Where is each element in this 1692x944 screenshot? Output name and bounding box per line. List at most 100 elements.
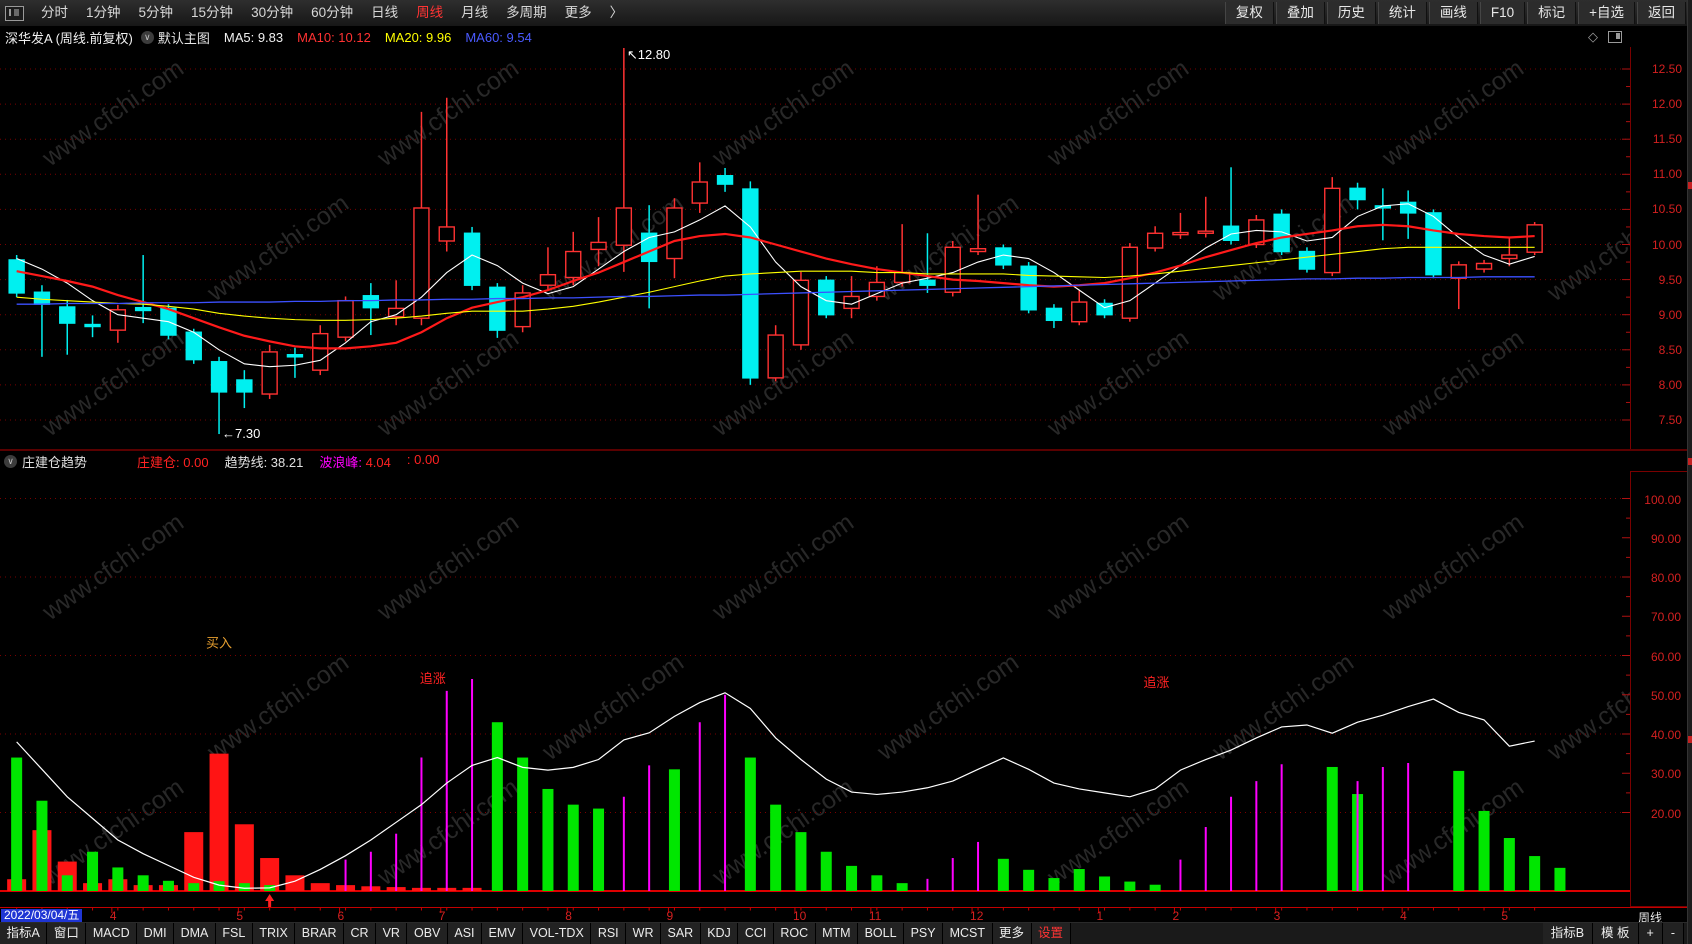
indicator-value-label: 波浪峰:	[319, 454, 366, 470]
diamond-icon[interactable]: ◇	[1588, 29, 1598, 44]
tab-WR[interactable]: WR	[626, 923, 661, 944]
scrollbar[interactable]	[1687, 0, 1692, 944]
tab-MCST[interactable]: MCST	[943, 923, 993, 944]
indicator-value-number: 0.00	[414, 451, 440, 467]
indicator-name[interactable]: 庄建仓趋势	[22, 454, 88, 470]
tab-CCI[interactable]: CCI	[738, 923, 774, 944]
menu-button-标记[interactable]: 标记	[1527, 2, 1577, 24]
menu-item-月线[interactable]: 月线	[461, 5, 489, 20]
tab-ROC[interactable]: ROC	[773, 923, 816, 944]
menu-button-画线[interactable]: 画线	[1428, 2, 1478, 24]
menu-item-〉[interactable]: 〉	[609, 5, 624, 20]
tab-MTM[interactable]: MTM	[815, 923, 859, 944]
svg-text:www.cfchi.com: www.cfchi.com	[202, 648, 354, 766]
svg-text:www.cfchi.com: www.cfchi.com	[1042, 54, 1194, 172]
menu-item-15分钟[interactable]: 15分钟	[191, 5, 234, 20]
indicator-label-40.00: 40.00	[1650, 728, 1681, 742]
tab-settings[interactable]: 设置	[1031, 923, 1071, 944]
chevron-down-icon[interactable]: ∨	[140, 30, 154, 44]
menu-item-30分钟[interactable]: 30分钟	[251, 5, 294, 20]
toolbar-right-+[interactable]: +	[1638, 923, 1663, 944]
tab-CR[interactable]: CR	[344, 923, 377, 944]
svg-text:www.cfchi.com: www.cfchi.com	[707, 54, 859, 172]
indicator-label-70.00: 70.00	[1650, 610, 1681, 625]
menu-item-周线[interactable]: 周线	[416, 5, 444, 20]
price-label-8.50: 8.50	[1658, 342, 1682, 357]
indicator-canvas[interactable]: www.cfchi.com www.cfchi.com www.cfchi.com w…	[0, 471, 1692, 907]
svg-text:www.cfchi.com: www.cfchi.com	[707, 773, 859, 891]
svg-text:↖12.80: ↖12.80	[627, 47, 670, 62]
ma-values: MA5: 9.83 MA10: 10.12 MA20: 9.96 MA60: 9.54	[224, 30, 546, 45]
tab-SAR[interactable]: SAR	[660, 923, 701, 944]
menu-button-返回[interactable]: 返回	[1637, 2, 1686, 24]
tab-BOLL[interactable]: BOLL	[858, 923, 905, 944]
toolbar-right-模板[interactable]: 模 板	[1593, 923, 1639, 944]
month-label-2: 2	[1172, 909, 1179, 922]
tab-OBV[interactable]: OBV	[407, 923, 448, 944]
tab-EMV[interactable]: EMV	[482, 923, 524, 944]
current-date-chip[interactable]: 2022/03/04/五	[1, 909, 83, 922]
tab-ASI[interactable]: ASI	[447, 923, 483, 944]
tab-TRIX[interactable]: TRIX	[252, 923, 296, 944]
tab-BRAR[interactable]: BRAR	[295, 923, 345, 944]
month-label-5: 5	[1501, 909, 1508, 922]
tab-窗口[interactable]: 窗口	[47, 923, 87, 944]
tab-更多[interactable]: 更多	[992, 923, 1032, 944]
indicator-header: ∨ 庄建仓趋势 庄建仓: 0.00 趋势线: 38.21 波浪峰: 4.04: 0.…	[0, 451, 1692, 471]
tab-KDJ[interactable]: KDJ	[700, 923, 739, 944]
menu-button-统计[interactable]: 统计	[1377, 2, 1427, 24]
chart-info-bar: 深华发A (周线.前复权) ∨ 默认主图 MA5: 9.83 MA10: 10.1…	[0, 27, 1692, 47]
svg-text:←7.30: ←7.30	[222, 426, 260, 441]
menu-item-日线[interactable]: 日线	[371, 5, 399, 20]
tab-DMA[interactable]: DMA	[174, 923, 216, 944]
menu-button-+自选[interactable]: +自选	[1578, 2, 1635, 24]
indicator-values: 庄建仓: 0.00 趋势线: 38.21 波浪峰: 4.04: 0.00	[137, 452, 455, 471]
month-label-6: 6	[338, 909, 345, 922]
tab-VOL-TDX[interactable]: VOL-TDX	[523, 923, 592, 944]
menu-button-历史[interactable]: 历史	[1326, 2, 1376, 24]
svg-text:追涨: 追涨	[420, 671, 446, 686]
menu-item-5分钟[interactable]: 5分钟	[138, 5, 174, 20]
svg-text:www.cfchi.com: www.cfchi.com	[1042, 508, 1194, 626]
menu-item-分时[interactable]: 分时	[41, 5, 68, 20]
tab-RSI[interactable]: RSI	[591, 923, 627, 944]
tab-FSL[interactable]: FSL	[215, 923, 253, 944]
split-window-icon[interactable]	[1608, 31, 1622, 43]
toolbar-right-指标B[interactable]: 指标B	[1542, 923, 1594, 944]
indicator-value-number: 4.04	[365, 454, 391, 470]
ma-value-MA10: MA10: 10.12	[297, 29, 371, 45]
candlestick-canvas[interactable]: www.cfchi.com www.cfchi.com www.cfchi.com w…	[0, 47, 1630, 449]
svg-text:www.cfchi.com: www.cfchi.com	[37, 508, 189, 626]
indicator-axis: 100.00 90.00 80.00 70.00 60.00 50.00 40.00 30.0…	[1630, 471, 1688, 907]
scroll-mark	[1688, 182, 1692, 189]
price-label-9.00: 9.00	[1658, 307, 1682, 322]
month-label-12: 12	[970, 909, 984, 922]
date-ticks: 4 5 6 7 8 9 10 11 12 1 2 3 4 5	[16, 908, 1536, 922]
svg-text:买入: 买入	[206, 636, 232, 651]
menu-button-F10[interactable]: F10	[1479, 2, 1526, 24]
tab-DMI[interactable]: DMI	[137, 923, 175, 944]
app-icon[interactable]	[5, 5, 24, 21]
tab-指标A[interactable]: 指标A	[0, 923, 48, 944]
toolbar-right: 指标B 模 板 + -	[1542, 923, 1692, 944]
menu-button-复权[interactable]: 复权	[1224, 2, 1274, 24]
menu-item-更多[interactable]: 更多	[564, 5, 592, 20]
menu-item-1分钟[interactable]: 1分钟	[86, 5, 121, 20]
svg-text:追涨: 追涨	[1143, 675, 1169, 690]
price-axis: 12.50 12.00 11.50 11.00 10.50 10.00 9.50 9.00 8.…	[1630, 47, 1688, 449]
collapse-icon[interactable]: ∨	[4, 454, 17, 468]
toolbar-right--[interactable]: -	[1662, 923, 1684, 944]
panel-separator[interactable]	[0, 449, 1692, 451]
price-label-10.50: 10.50	[1651, 202, 1682, 217]
indicator-label-90.00: 90.00	[1650, 531, 1681, 546]
price-label-11.50: 11.50	[1652, 132, 1682, 147]
menu-item-多周期[interactable]: 多周期	[506, 5, 547, 20]
tab-MACD[interactable]: MACD	[86, 923, 138, 944]
date-axis[interactable]: 4 5 6 7 8 9 10 11 12 1 2 3 4 5 2022/03/04/五 周线	[0, 907, 1692, 925]
menu-item-60分钟[interactable]: 60分钟	[311, 5, 354, 20]
menu-button-叠加[interactable]: 叠加	[1275, 2, 1325, 24]
tab-VR[interactable]: VR	[376, 923, 408, 944]
tab-PSY[interactable]: PSY	[904, 923, 944, 944]
stock-title: 深华发A (周线.前复权)	[5, 30, 133, 46]
main-layout-label[interactable]: 默认主图	[157, 30, 210, 46]
